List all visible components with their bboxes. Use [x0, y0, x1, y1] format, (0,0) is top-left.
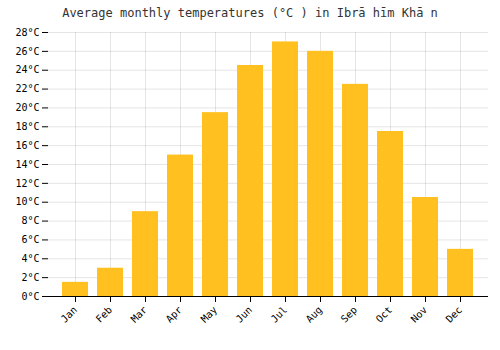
- svg-text:20°C: 20°C: [15, 102, 39, 113]
- svg-text:16°C: 16°C: [15, 140, 39, 151]
- svg-text:8°C: 8°C: [21, 215, 39, 226]
- svg-text:Aug: Aug: [304, 304, 325, 325]
- svg-text:24°C: 24°C: [15, 64, 39, 75]
- svg-text:Dec: Dec: [444, 304, 465, 325]
- svg-text:Jun: Jun: [234, 304, 255, 325]
- svg-text:Feb: Feb: [94, 304, 115, 325]
- svg-text:10°C: 10°C: [15, 196, 39, 207]
- svg-text:Apr: Apr: [164, 304, 185, 325]
- svg-text:28°C: 28°C: [15, 27, 39, 38]
- svg-text:18°C: 18°C: [15, 121, 39, 132]
- svg-text:4°C: 4°C: [21, 253, 39, 264]
- svg-text:Sep: Sep: [339, 304, 360, 325]
- svg-text:May: May: [199, 304, 220, 325]
- svg-text:6°C: 6°C: [21, 234, 39, 245]
- svg-text:Jul: Jul: [269, 304, 290, 325]
- svg-text:14°C: 14°C: [15, 159, 39, 170]
- svg-text:Jan: Jan: [59, 304, 80, 325]
- svg-text:26°C: 26°C: [15, 46, 39, 57]
- svg-text:22°C: 22°C: [15, 83, 39, 94]
- svg-text:Mar: Mar: [129, 304, 150, 325]
- svg-text:Nov: Nov: [409, 304, 430, 325]
- svg-text:12°C: 12°C: [15, 178, 39, 189]
- svg-text:0°C: 0°C: [21, 291, 39, 302]
- html-text:Average monthly temperatures (: Average monthly temperatures (°C ) in Ib…: [62, 6, 438, 20]
- svg-text:Oct: Oct: [374, 304, 395, 325]
- svg-text:2°C: 2°C: [21, 272, 39, 283]
